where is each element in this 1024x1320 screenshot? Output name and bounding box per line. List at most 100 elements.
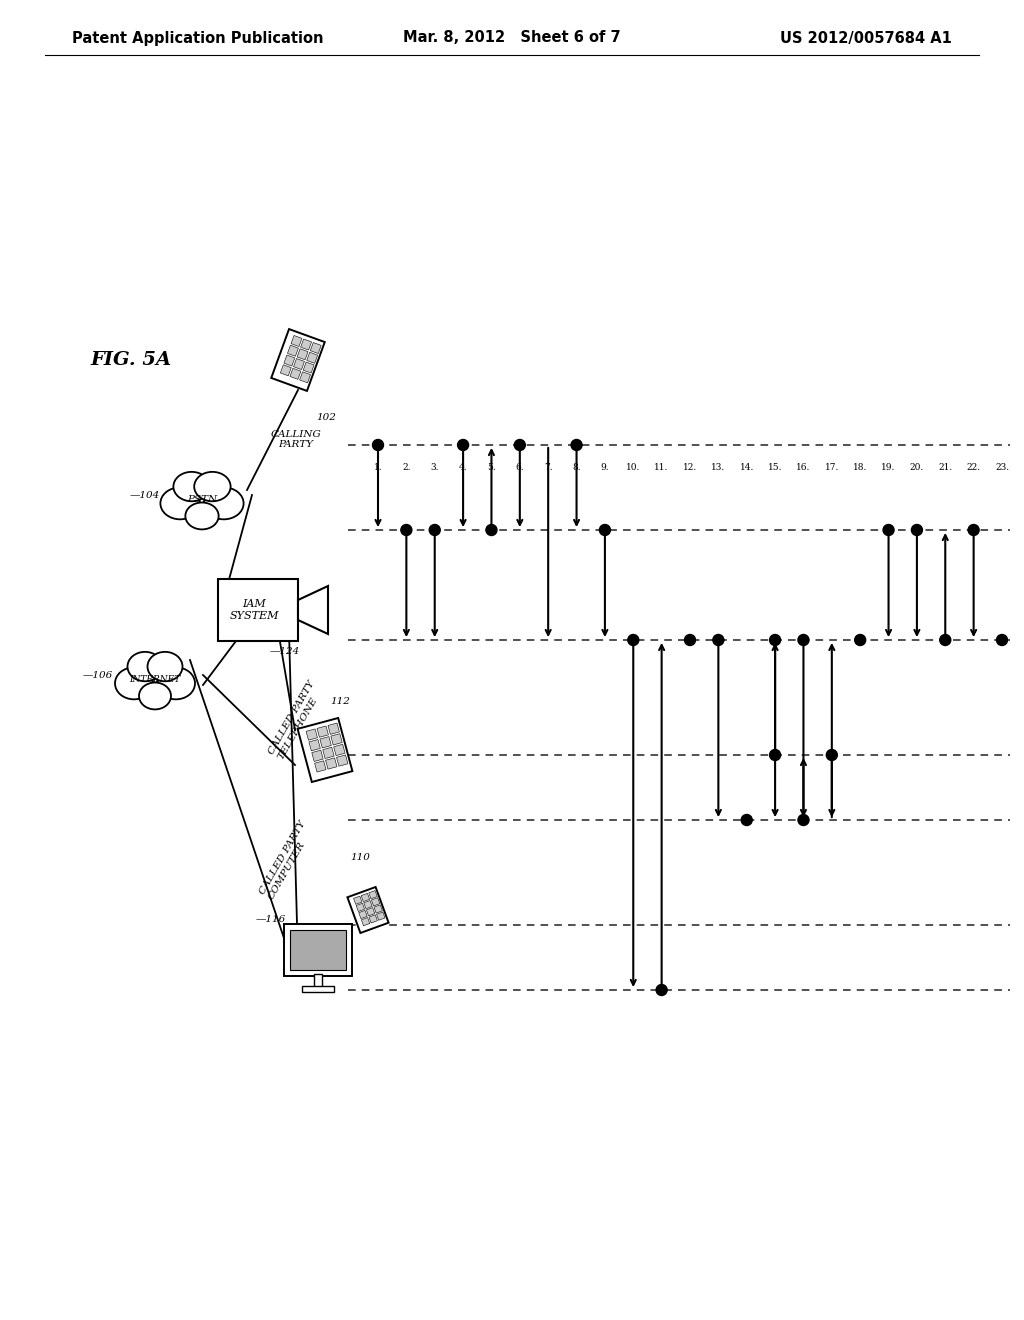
Circle shape xyxy=(940,635,950,645)
Text: Patent Application Publication: Patent Application Publication xyxy=(72,30,324,45)
Circle shape xyxy=(798,635,809,645)
Bar xyxy=(302,986,334,993)
Bar xyxy=(291,335,302,347)
Bar xyxy=(372,898,380,906)
Bar xyxy=(290,931,346,970)
Circle shape xyxy=(656,985,668,995)
Text: 19.: 19. xyxy=(882,463,896,473)
Circle shape xyxy=(741,814,753,825)
Bar xyxy=(364,900,372,908)
Text: —124: —124 xyxy=(270,648,300,656)
Ellipse shape xyxy=(128,652,163,681)
Ellipse shape xyxy=(147,652,182,681)
Bar xyxy=(314,760,326,772)
Text: IAM
SYSTEM: IAM SYSTEM xyxy=(229,599,279,620)
Bar xyxy=(300,372,310,383)
Text: CALLED PARTY
COMPUTER: CALLED PARTY COMPUTER xyxy=(258,818,316,902)
Circle shape xyxy=(883,524,894,536)
Text: 102: 102 xyxy=(316,413,336,422)
Circle shape xyxy=(770,750,780,760)
Circle shape xyxy=(826,750,838,760)
Circle shape xyxy=(713,635,724,645)
Circle shape xyxy=(770,635,780,645)
Bar xyxy=(369,891,377,899)
Bar xyxy=(328,723,339,734)
Circle shape xyxy=(798,814,809,825)
Bar xyxy=(319,737,332,748)
Text: 14.: 14. xyxy=(739,463,754,473)
Text: —104: —104 xyxy=(130,491,160,499)
Circle shape xyxy=(571,440,582,450)
Text: 17.: 17. xyxy=(824,463,839,473)
Circle shape xyxy=(968,524,979,536)
Bar xyxy=(218,579,298,642)
Circle shape xyxy=(429,524,440,536)
Text: 4.: 4. xyxy=(459,463,467,473)
Text: INTERNET: INTERNET xyxy=(129,676,180,685)
Bar xyxy=(288,346,298,356)
Text: 8.: 8. xyxy=(572,463,581,473)
Bar xyxy=(297,348,308,360)
Bar xyxy=(317,726,329,738)
Bar xyxy=(290,368,301,379)
Text: 1.: 1. xyxy=(374,463,382,473)
Text: 12.: 12. xyxy=(683,463,697,473)
Bar xyxy=(310,342,322,354)
Bar xyxy=(298,718,352,781)
Bar xyxy=(331,734,342,744)
Bar xyxy=(314,974,322,987)
Text: 18.: 18. xyxy=(853,463,867,473)
Bar xyxy=(353,896,362,904)
Bar xyxy=(377,912,385,920)
Text: CALLING
PARTY: CALLING PARTY xyxy=(270,430,322,449)
Ellipse shape xyxy=(139,682,171,709)
Ellipse shape xyxy=(185,503,219,529)
Circle shape xyxy=(996,635,1008,645)
Text: 2.: 2. xyxy=(402,463,411,473)
Text: Mar. 8, 2012   Sheet 6 of 7: Mar. 8, 2012 Sheet 6 of 7 xyxy=(403,30,621,45)
Bar xyxy=(309,739,321,751)
Bar xyxy=(358,911,368,919)
Text: 15.: 15. xyxy=(768,463,782,473)
Bar xyxy=(303,362,314,374)
Text: —106: —106 xyxy=(83,671,114,680)
Circle shape xyxy=(855,635,865,645)
Bar xyxy=(311,750,324,762)
Bar xyxy=(271,329,325,391)
Bar xyxy=(347,887,388,933)
Text: US 2012/0057684 A1: US 2012/0057684 A1 xyxy=(780,30,952,45)
Text: 16.: 16. xyxy=(797,463,811,473)
Bar xyxy=(356,903,365,912)
Text: 22.: 22. xyxy=(967,463,981,473)
Text: 7.: 7. xyxy=(544,463,553,473)
Text: 20.: 20. xyxy=(909,463,924,473)
Ellipse shape xyxy=(128,657,182,704)
Text: FIG. 5A: FIG. 5A xyxy=(90,351,171,370)
Circle shape xyxy=(486,524,497,536)
Text: 5.: 5. xyxy=(487,463,496,473)
Text: 9.: 9. xyxy=(601,463,609,473)
Circle shape xyxy=(458,440,469,450)
Text: PSTN: PSTN xyxy=(187,495,217,504)
Bar xyxy=(281,364,291,376)
Text: —116: —116 xyxy=(256,916,287,924)
Ellipse shape xyxy=(173,471,210,502)
Circle shape xyxy=(911,524,923,536)
Bar xyxy=(334,744,345,755)
Text: CALLED PARTY
TELEPHONE: CALLED PARTY TELEPHONE xyxy=(267,678,326,762)
Text: 110: 110 xyxy=(350,854,370,862)
Ellipse shape xyxy=(161,487,200,519)
Bar xyxy=(369,915,378,923)
Circle shape xyxy=(400,524,412,536)
Text: 23.: 23. xyxy=(995,463,1009,473)
Bar xyxy=(374,906,382,913)
Bar xyxy=(284,924,352,975)
Circle shape xyxy=(514,440,525,450)
Ellipse shape xyxy=(115,668,153,700)
Text: 112: 112 xyxy=(330,697,350,706)
Ellipse shape xyxy=(173,477,230,523)
Text: 21.: 21. xyxy=(938,463,952,473)
Bar xyxy=(294,359,304,370)
Text: 6.: 6. xyxy=(515,463,524,473)
Ellipse shape xyxy=(204,487,244,519)
